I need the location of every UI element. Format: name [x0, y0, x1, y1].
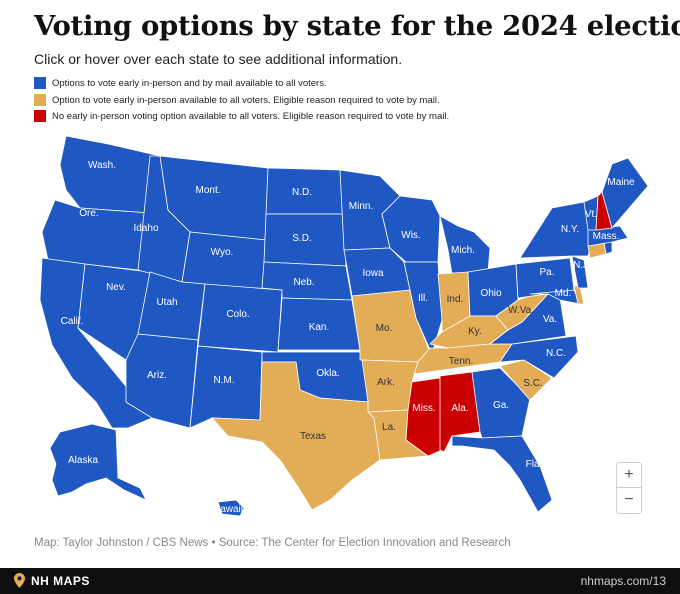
label-oh: Ohio [480, 288, 502, 299]
legend-swatch-red [34, 110, 46, 122]
label-wa: Wash. [88, 160, 116, 171]
legend-swatch-blue [34, 77, 46, 89]
label-mo: Mo. [376, 323, 393, 334]
zoom-out-button[interactable]: − [617, 487, 641, 512]
brand[interactable]: NH MAPS [14, 573, 90, 588]
label-ks: Kan. [309, 322, 330, 333]
footer-bar: NH MAPS nhmaps.com/13 [0, 568, 680, 594]
label-al: Ala. [451, 403, 468, 414]
page-title: Voting options by state for the 2024 ele… [34, 10, 680, 42]
state-south-carolina[interactable] [499, 359, 553, 401]
label-hi: Hawaii [213, 504, 243, 515]
legend-item-blue: Options to vote early in-person and by m… [34, 77, 327, 89]
label-ca: Calif. [61, 316, 84, 327]
state-new-york[interactable] [519, 201, 593, 259]
page-subtitle: Click or hover over each state to see ad… [34, 51, 403, 67]
label-ny: N.Y. [561, 224, 579, 235]
label-co: Colo. [226, 309, 249, 320]
label-tn: Tenn. [449, 356, 473, 367]
legend-label: Options to vote early in-person and by m… [52, 77, 327, 89]
label-vt: Vt. [585, 209, 597, 220]
footer-url[interactable]: nhmaps.com/13 [580, 574, 666, 588]
label-mi: Mich. [451, 245, 475, 256]
label-id: Idaho [133, 223, 158, 234]
state-maryland[interactable] [529, 289, 581, 305]
zoom-control: + − [616, 462, 642, 514]
state-new-jersey[interactable] [571, 255, 589, 289]
label-fl: Fla. [526, 459, 543, 470]
label-nj: N.J. [573, 260, 591, 271]
label-or: Ore. [79, 208, 98, 219]
label-me: Maine [607, 177, 635, 188]
label-ok: Okla. [316, 368, 339, 379]
legend-label: No early in-person voting option availab… [52, 110, 450, 122]
state-new-mexico[interactable] [189, 345, 263, 429]
brand-name: NH MAPS [31, 573, 90, 588]
label-mn: Minn. [349, 201, 373, 212]
label-ms: Miss. [412, 403, 435, 414]
label-tx: Texas [300, 431, 326, 442]
legend-item-red: No early in-person voting option availab… [34, 110, 449, 122]
legend-label: Option to vote early in-person available… [52, 94, 440, 106]
state-michigan[interactable] [439, 215, 491, 275]
label-pa: Pa. [539, 267, 554, 278]
state-alaska[interactable] [49, 423, 147, 501]
state-maine[interactable] [601, 157, 649, 229]
label-wv: W.Va. [508, 305, 534, 316]
label-in: Ind. [447, 294, 464, 305]
source-credit: Map: Taylor Johnston / CBS News • Source… [34, 537, 511, 549]
label-az: Ariz. [147, 370, 167, 381]
label-nc: N.C. [546, 348, 566, 359]
state-wisconsin[interactable] [381, 195, 441, 263]
label-ut: Utah [156, 297, 177, 308]
label-ma: Mass. [593, 231, 620, 242]
label-la: La. [382, 422, 396, 433]
label-nv: Nev. [106, 282, 126, 293]
label-ar: Ark. [377, 377, 395, 388]
state-florida[interactable] [451, 435, 553, 513]
map-pin-icon [14, 573, 25, 588]
legend-item-orange: Option to vote early in-person available… [34, 94, 440, 106]
state-texas[interactable] [211, 361, 381, 511]
label-mt: Mont. [195, 185, 220, 196]
legend-swatch-orange [34, 94, 46, 106]
label-sc: S.C. [523, 378, 542, 389]
label-ky: Ky. [468, 326, 482, 337]
label-wi: Wis. [401, 230, 420, 241]
label-nd: N.D. [292, 187, 312, 198]
state-massachusetts[interactable] [587, 225, 629, 247]
label-ga: Ga. [493, 400, 509, 411]
label-ne: Neb. [293, 277, 314, 288]
state-wyoming[interactable] [181, 231, 267, 291]
label-nm: N.M. [213, 375, 234, 386]
label-il: Ill. [418, 293, 428, 304]
state-mississippi[interactable] [405, 377, 443, 457]
zoom-in-button[interactable]: + [624, 466, 634, 483]
label-sd: S.D. [292, 233, 311, 244]
label-md: Md. [555, 288, 572, 299]
label-wy: Wyo. [211, 247, 234, 258]
label-ia: Iowa [362, 268, 384, 279]
state-hawaii[interactable] [217, 499, 245, 517]
state-illinois[interactable] [403, 261, 443, 356]
label-ak: Alaska [68, 455, 98, 466]
us-map[interactable]: Wash. Ore. Calif. Nev. Idaho Mont. Wyo. … [0, 128, 680, 528]
state-arizona[interactable] [125, 333, 199, 429]
label-va: Va. [543, 314, 557, 325]
